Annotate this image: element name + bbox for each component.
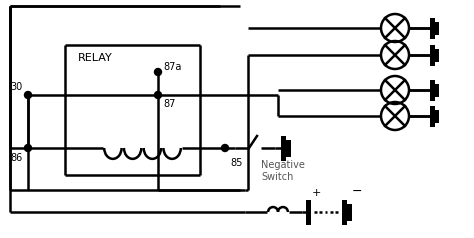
- Circle shape: [155, 69, 162, 75]
- Text: 87: 87: [163, 99, 175, 109]
- Text: 86: 86: [10, 153, 22, 163]
- Circle shape: [221, 144, 228, 152]
- Text: −: −: [352, 185, 363, 198]
- Circle shape: [25, 144, 31, 152]
- Text: 30: 30: [10, 82, 22, 92]
- Text: Negative
Switch: Negative Switch: [261, 160, 305, 182]
- Text: RELAY: RELAY: [78, 53, 113, 63]
- Text: 87a: 87a: [163, 62, 182, 72]
- Circle shape: [155, 91, 162, 99]
- Circle shape: [25, 91, 31, 99]
- Text: 85: 85: [230, 158, 242, 168]
- Text: +: +: [312, 188, 321, 198]
